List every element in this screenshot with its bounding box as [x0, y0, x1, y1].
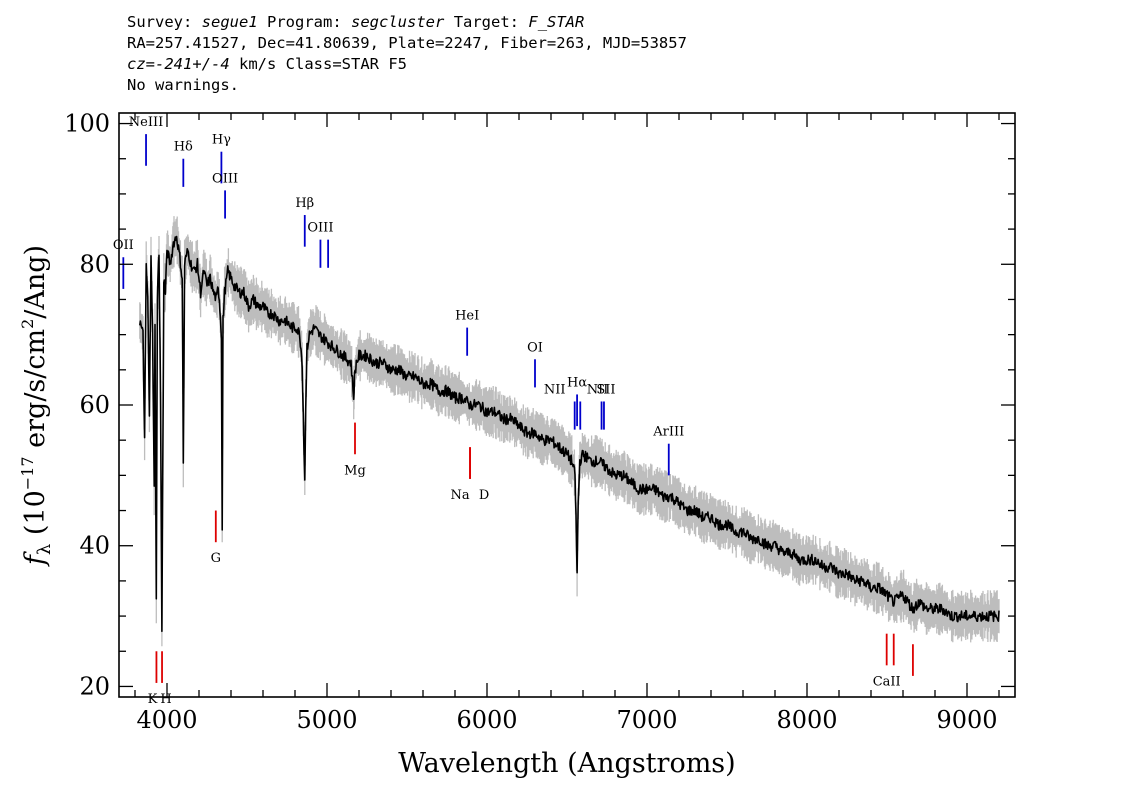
absorption-label-k-0: K	[148, 692, 158, 707]
x-tick-label: 8000	[776, 706, 837, 734]
emission-label-oiii-5: OIII	[307, 221, 333, 236]
survey-value: segue1	[201, 13, 258, 31]
emission-label-nii-10: NII	[544, 382, 566, 397]
program-value: segcluster	[351, 13, 445, 31]
absorption-label-h-1: H	[160, 692, 171, 707]
x-axis-label: Wavelength (Angstroms)	[398, 748, 735, 779]
target-value: F_STAR	[528, 13, 585, 31]
spectrum-header: Survey: segue1 Program: segcluster Targe…	[127, 12, 687, 96]
class-text: Class=STAR F5	[285, 55, 407, 73]
y-tick-label: 20	[79, 672, 110, 700]
y-tick-label: 100	[64, 110, 110, 138]
x-tick-label: 9000	[936, 706, 997, 734]
y-tick-label: 60	[79, 391, 110, 419]
emission-label-nii-13: NII	[587, 382, 609, 397]
survey-label: Survey:	[127, 13, 193, 31]
x-tick-label: 4000	[136, 706, 197, 734]
y-tick-label: 40	[79, 532, 110, 560]
absorption-label-d-5: D	[479, 488, 489, 503]
cz-value: -241+/-4	[155, 55, 230, 73]
emission-label-oiii-3: OIII	[212, 171, 238, 186]
header-line-2: RA=257.41527, Dec=41.80639, Plate=2247, …	[127, 34, 687, 52]
emission-label-h-4: Hβ	[295, 196, 314, 211]
x-tick-label: 7000	[616, 706, 677, 734]
header-line-3: cz=-241+/-4 km/s Class=STAR F5	[127, 54, 687, 75]
target-label: Target:	[453, 13, 520, 31]
header-line-1: Survey: segue1 Program: segcluster Targe…	[127, 12, 687, 33]
cz-units: km/s	[239, 55, 277, 73]
emission-label-ariii-15: ArIII	[652, 425, 684, 440]
program-label: Program:	[267, 13, 342, 31]
emission-label-oi-9: OI	[527, 340, 543, 355]
absorption-label-caii-6: CaII	[873, 674, 901, 689]
flux-layer	[139, 235, 1000, 633]
emission-label-hei-8: HeI	[455, 309, 479, 324]
error-band	[139, 216, 1000, 647]
emission-label-h-1: Hδ	[174, 140, 193, 155]
emission-label-h-2: Hγ	[212, 133, 231, 148]
warnings-text: No warnings.	[127, 76, 239, 94]
y-axis-label: fλ (10−17 erg/s/cm2/Ang)	[18, 245, 55, 567]
emission-label-h-11: Hα	[567, 375, 587, 390]
error-band-layer	[139, 216, 1000, 647]
plot-frame	[118, 112, 1016, 698]
emission-label-neiii-0: NeIII	[129, 115, 163, 130]
absorption-label-na-4: Na	[450, 488, 469, 503]
y-tick-label: 80	[79, 250, 110, 278]
emission-label-sii-14: SII	[596, 382, 615, 397]
absorption-label-g-2: G	[211, 551, 221, 566]
x-tick-label: 5000	[296, 706, 357, 734]
flux-line	[139, 235, 1000, 633]
x-tick-label: 6000	[456, 706, 517, 734]
axis-ticks-layer: 4000 5000 6000 7000 8000 9000 20 40 60 80 100	[64, 110, 1015, 734]
absorption-label-mg-3: Mg	[344, 463, 366, 478]
emission-label-oii-7: OII	[113, 238, 134, 253]
cz-label: cz=	[127, 55, 155, 73]
